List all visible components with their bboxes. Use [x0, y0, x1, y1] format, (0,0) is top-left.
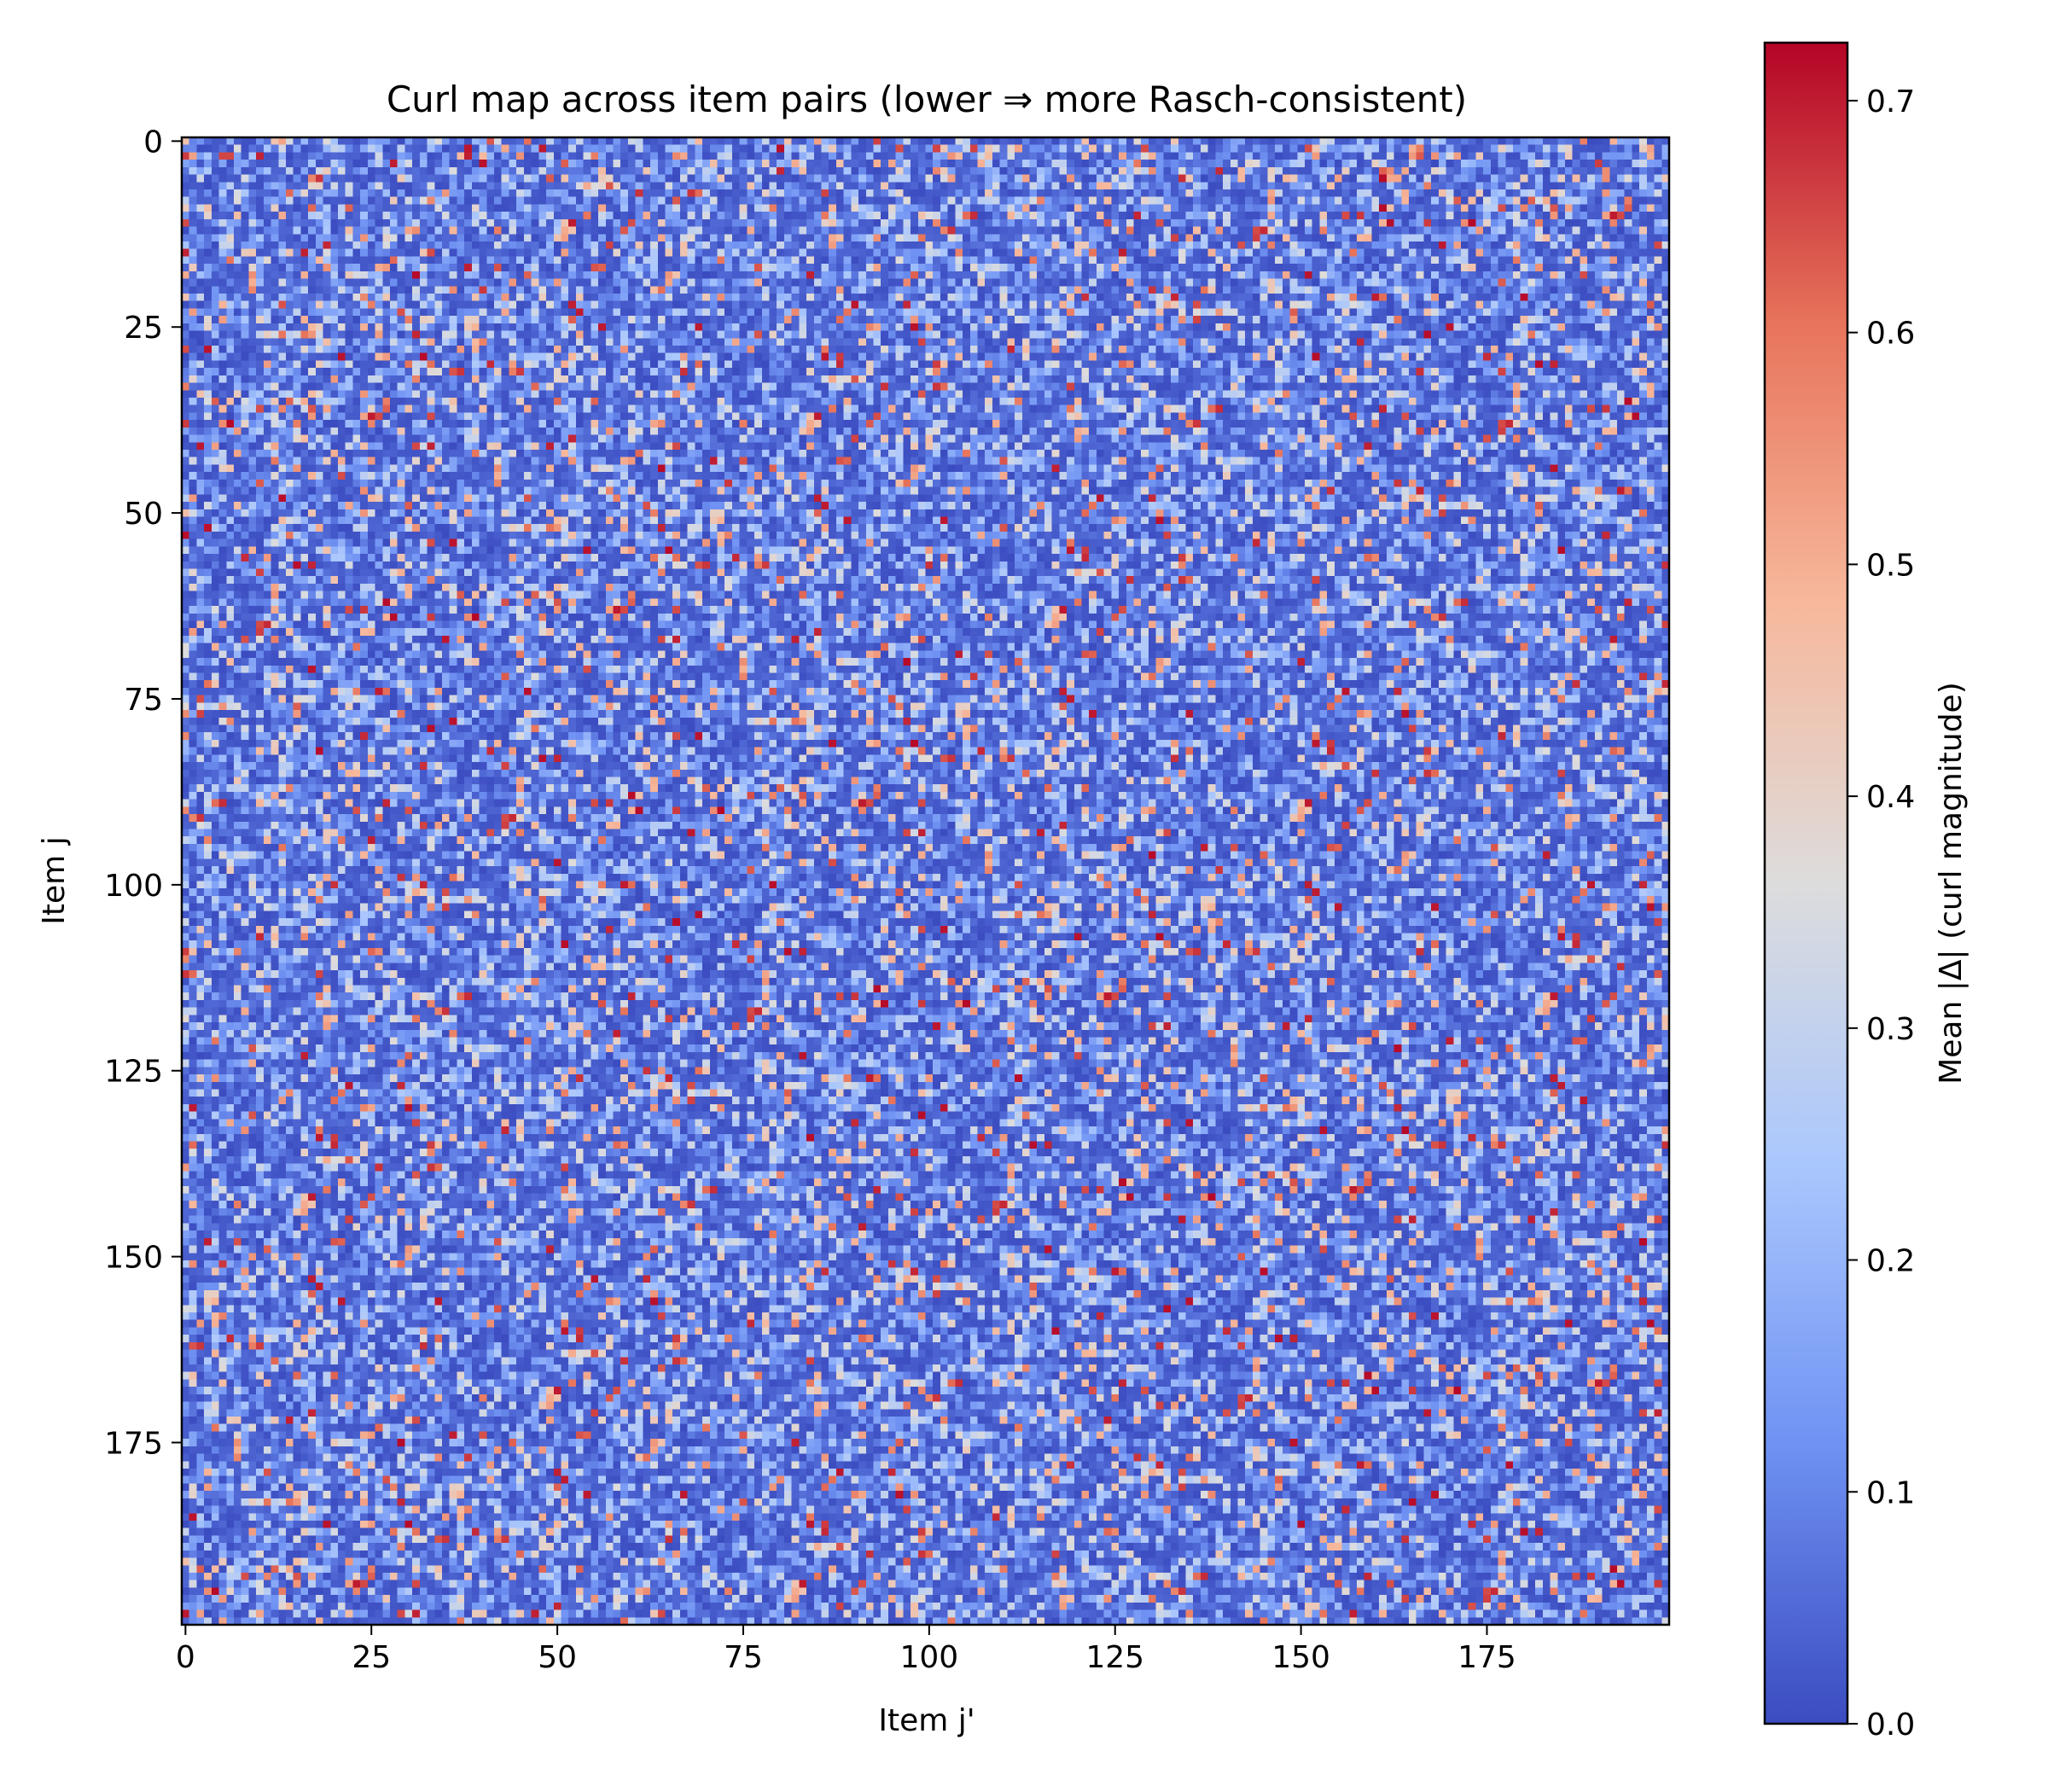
x-axis: 0 25 50 75 100 125 150 175: [176, 1625, 1516, 1675]
heatmap-cells-container: [182, 137, 1669, 1625]
y-tick-label: 100: [104, 869, 163, 904]
colorbar: 0.0 0.1 0.2 0.3 0.4 0.5 0.6 0.7 Mean |Δ| (curl …: [1763, 41, 1969, 1743]
x-tick-label: 100: [899, 1640, 958, 1675]
y-tick-label: 125: [104, 1055, 163, 1090]
heatmap-cells: [182, 137, 1669, 1625]
y-tick-label: 25: [124, 311, 163, 346]
plot-frame: [180, 136, 1671, 1626]
y-tick-label: 75: [124, 683, 163, 718]
colorbar-tick-label: 0.6: [1866, 317, 1915, 352]
y-tick-label: 50: [124, 497, 163, 532]
colorbar-tick-label: 0.0: [1866, 1708, 1915, 1743]
colorbar-ticks: 0.0 0.1 0.2 0.3 0.4 0.5 0.6 0.7: [1847, 84, 1915, 1743]
colorbar-tick-label: 0.3: [1866, 1012, 1915, 1047]
x-tick-label: 0: [176, 1640, 195, 1675]
x-tick-label: 50: [538, 1640, 577, 1675]
colorbar-label: Mean |Δ| (curl magnitude): [1934, 682, 1969, 1085]
colorbar-tick-label: 0.4: [1866, 780, 1915, 815]
colorbar-gradient: [1763, 41, 1849, 1725]
colorbar-tick-label: 0.2: [1866, 1244, 1915, 1279]
y-tick-label: 150: [104, 1241, 163, 1276]
y-axis-label: Item j: [37, 836, 72, 924]
colorbar-tick-label: 0.7: [1866, 84, 1915, 119]
x-tick-label: 125: [1085, 1640, 1144, 1675]
x-tick-label: 25: [352, 1640, 391, 1675]
y-axis: 0 25 50 75 100 125 150 175: [104, 125, 182, 1461]
x-tick-label: 75: [724, 1640, 763, 1675]
colorbar-tick-label: 0.5: [1866, 548, 1915, 583]
y-tick-label: 0: [143, 125, 163, 160]
x-axis-label: Item j': [878, 1703, 975, 1738]
y-tick-label: 175: [104, 1426, 163, 1461]
x-tick-label: 175: [1457, 1640, 1516, 1675]
chart-title: Curl map across item pairs (lower ⇒ more…: [387, 79, 1467, 120]
colorbar-tick-label: 0.1: [1866, 1475, 1915, 1510]
x-tick-label: 150: [1271, 1640, 1330, 1675]
